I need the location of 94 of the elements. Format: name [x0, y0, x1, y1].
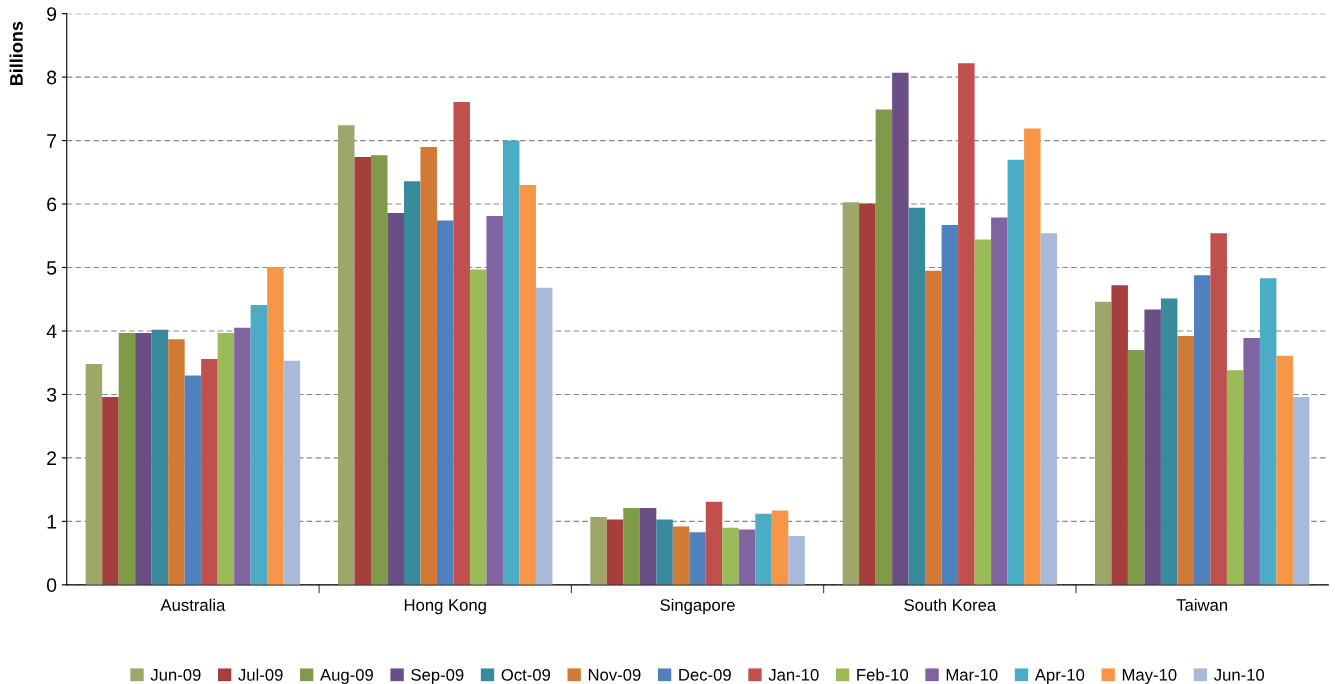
bar	[1292, 396, 1310, 585]
bar	[469, 269, 487, 585]
bar	[689, 532, 706, 585]
y-tick-label: 3	[46, 387, 57, 402]
bar	[1226, 370, 1244, 585]
legend-label: Sep-09	[411, 668, 464, 684]
bar	[1243, 337, 1260, 585]
legend-label: Aug-09	[320, 668, 373, 684]
legend-label: Jun-10	[1214, 668, 1265, 681]
bar	[1144, 309, 1161, 585]
y-tick-label: 1	[47, 515, 57, 529]
bar	[1259, 278, 1277, 585]
legend-label: Feb-10	[857, 668, 909, 681]
bar	[370, 155, 388, 585]
legend-label: Dec-09	[679, 668, 731, 681]
bar	[590, 516, 607, 585]
bar	[755, 513, 772, 585]
bar	[1127, 350, 1145, 585]
bar	[1177, 336, 1194, 585]
bar	[151, 329, 169, 585]
bar	[705, 501, 723, 585]
legend-label: Oct-09	[501, 668, 551, 681]
legend-label: Jun-09	[150, 668, 201, 681]
bar	[974, 239, 992, 585]
bar	[168, 339, 185, 585]
legend-label: Jul-09	[238, 668, 283, 681]
bar	[234, 327, 251, 585]
y-tick-label: 6	[47, 197, 57, 212]
legend-label: Jan-10	[768, 668, 819, 681]
bar	[283, 360, 301, 585]
bar	[1094, 301, 1112, 585]
bar	[403, 181, 421, 585]
bar	[672, 526, 690, 585]
x-tick-label: Australia	[160, 598, 226, 611]
bar	[1160, 298, 1178, 585]
bar	[788, 535, 805, 585]
x-tick-label: Taiwan	[1176, 598, 1228, 611]
legend-label: May-10	[1122, 668, 1177, 684]
bar	[722, 527, 739, 585]
y-tick-label: 7	[47, 134, 57, 148]
bar	[337, 125, 355, 585]
bar	[1193, 275, 1211, 585]
bar	[436, 220, 454, 585]
bar	[453, 101, 470, 585]
y-tick-label: 4	[46, 324, 57, 339]
bar	[135, 332, 152, 585]
bar	[623, 508, 640, 585]
bar	[387, 212, 404, 585]
legend-label: Apr-10	[1034, 668, 1085, 684]
bar	[354, 157, 371, 585]
bar	[656, 519, 673, 585]
legend-label: Mar-10	[946, 668, 998, 681]
bar	[85, 363, 103, 585]
bar	[925, 270, 942, 585]
x-tick-label: Hong Kong	[404, 599, 486, 615]
bar	[859, 203, 876, 585]
y-tick-label: 0	[46, 578, 57, 593]
bar	[1024, 128, 1041, 585]
bar	[1040, 233, 1058, 585]
bar	[1210, 233, 1227, 585]
bar	[875, 109, 893, 585]
bar	[1276, 355, 1293, 585]
bar	[738, 529, 756, 585]
bar	[486, 216, 503, 585]
bar	[1111, 285, 1128, 585]
bar	[892, 72, 909, 585]
y-tick-label: 5	[46, 261, 57, 275]
bar	[118, 332, 136, 585]
bar	[502, 140, 520, 585]
y-tick-label: 2	[47, 451, 57, 465]
bar	[1007, 159, 1025, 585]
bar	[420, 146, 437, 585]
bar	[958, 63, 975, 585]
bar	[250, 304, 268, 585]
bar	[535, 287, 553, 585]
bar	[201, 358, 218, 585]
bar	[842, 202, 860, 585]
bar	[908, 207, 926, 585]
legend-label: Nov-09	[588, 668, 641, 681]
bar	[519, 185, 536, 585]
bar	[267, 266, 284, 585]
x-tick-label: Singapore	[660, 598, 735, 615]
y-tick-label: 9	[47, 7, 57, 21]
bar	[102, 396, 119, 585]
bar	[606, 519, 624, 585]
x-tick-label: South Korea	[904, 598, 997, 611]
bar	[184, 375, 202, 585]
bar	[941, 225, 959, 585]
bar	[991, 217, 1008, 585]
bar	[217, 332, 235, 585]
bar	[771, 510, 789, 585]
y-axis-title: Billions	[9, 21, 23, 86]
bar	[639, 508, 657, 585]
y-tick-label: 8	[47, 70, 57, 85]
